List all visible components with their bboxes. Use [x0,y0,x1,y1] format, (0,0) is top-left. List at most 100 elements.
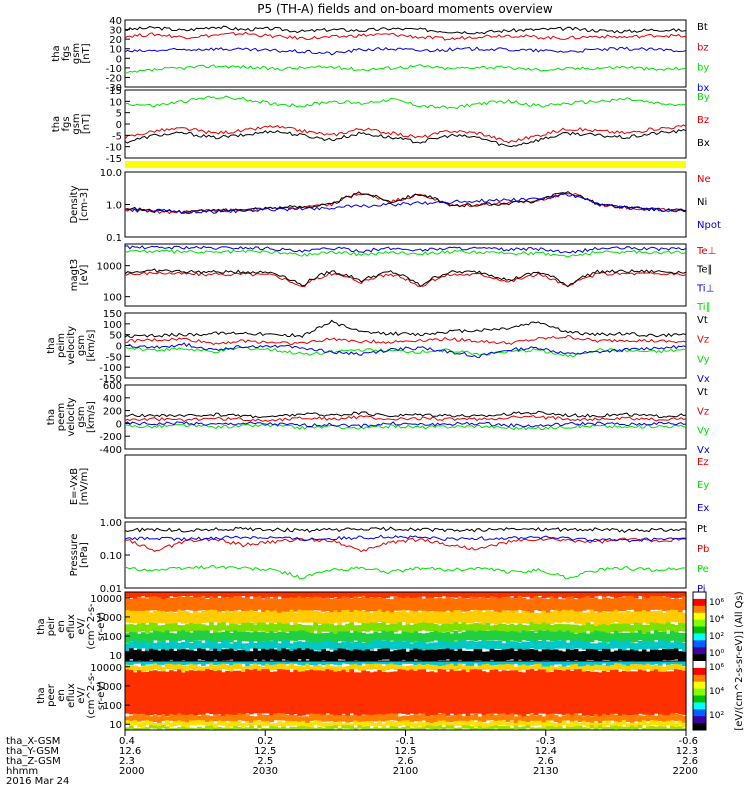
spectrogram-cell [369,721,374,726]
spectrogram-cell [409,610,415,623]
spectrogram-cell [641,624,647,634]
spectrogram-cell [197,715,202,723]
colorbar-segment [693,654,706,662]
legend-Te⊥: Te⊥ [696,246,716,257]
spectrogram-cell [485,622,491,631]
spectrogram-cell [197,596,202,611]
spectrogram-cell [633,661,639,665]
spectrogram-cell [281,640,286,649]
spectrogram-cell [613,663,619,670]
spectrogram-cell [509,630,515,641]
spectrogram-cell [445,671,451,716]
spectrogram-cell [425,597,431,612]
spectrogram-cell [241,643,246,652]
spectrogram-cell [469,714,475,722]
y-axis-label-line: [km/s] [86,329,97,361]
spectrogram-cell [413,723,419,728]
spectrogram-cell [341,610,346,623]
spectrogram-cell [553,592,559,599]
spectrogram-cell [465,725,471,729]
spectrogram-cell [261,599,266,613]
spectrogram-cell [666,728,671,730]
legend-Ti∥: Ti∥ [696,302,711,313]
spectrogram-cell [289,672,294,717]
spectrogram-cell [549,592,555,599]
spectrogram-cell [285,623,290,632]
spectrogram-cell [445,716,451,724]
spectrogram-cell [285,720,290,726]
spectrogram-cell [389,631,395,641]
spectrogram-cell [381,592,387,599]
spectrogram-cell [189,643,194,652]
spectrogram-cell [449,722,455,728]
spectrogram-cell [141,597,146,612]
spectrogram-cell [569,661,575,666]
spectrogram-cell [133,661,138,664]
x-axis-row-label: tha_X-GSM [6,736,60,747]
spectrogram-cell [297,609,302,623]
spectrogram-cell [541,666,547,673]
spectrogram-cell [565,630,571,641]
spectrogram-cell [217,643,222,652]
spectrogram-cell [453,727,459,730]
spectrogram-cell [193,664,198,671]
spectrogram-cell [205,640,210,649]
spectrogram-cell [301,650,306,661]
spectrogram-cell [481,651,487,661]
spectrogram-cell [662,666,667,673]
spectrogram-cell [413,661,419,666]
spectrogram-cell [321,612,326,626]
spectrogram-cell [389,651,395,661]
spectrogram-cell [317,651,322,661]
spectrogram-cell [457,633,463,643]
spectrogram-cell [501,670,507,715]
spectrogram-cell [145,650,150,661]
spectrogram-cell [533,650,539,661]
spectrogram-cell [617,722,623,727]
spectrogram-cell [381,640,387,649]
spectrogram-cell [561,651,567,661]
spectrogram-cell [261,721,266,727]
spectrogram-cell [249,670,254,715]
spectrogram-cell [609,640,615,649]
spectrogram-cell [313,661,318,666]
spectrogram-cell [305,625,310,634]
spectrogram-cell [425,649,431,661]
spectrogram-cell [493,661,499,666]
spectrogram-cell [157,726,162,730]
spectrogram-cell [337,592,342,599]
spectrogram-cell [645,592,651,598]
spectrogram-cell [169,728,174,730]
spectrogram-cell [277,661,282,665]
colorbar-tick-label: 10⁶ [709,663,724,673]
spectrogram-cell [666,664,671,671]
spectrogram-cell [389,720,395,726]
spectrogram-cell [549,611,555,624]
spectrogram-cell [617,663,623,669]
spectrogram-cell [525,669,531,715]
spectrogram-cell [525,611,531,624]
spectrogram-cell [629,595,635,610]
spectrogram-cell [601,592,607,597]
spectrogram-cell [321,598,326,612]
spectrogram-cell [581,612,587,626]
spectrogram-cell [149,648,154,660]
spectrogram-cell [485,663,491,670]
spectrogram-cell [653,630,659,640]
spectrogram-cell [137,661,142,664]
spectrogram-cell [373,631,378,642]
y-axis-label-line: fgs [61,46,72,61]
spectrogram-cell [393,664,399,670]
spectrogram-cell [545,672,551,717]
spectrogram-cell [473,596,479,611]
spectrogram-cell [297,630,302,641]
y-tick-label: 400 [103,394,122,405]
spectrogram-cell [377,597,382,612]
spectrogram-cell [185,722,190,728]
spectrogram-cell [357,725,362,729]
spectrogram-cell [662,597,667,611]
spectrogram-cell [289,643,294,652]
spectrogram-cell [653,720,659,726]
spectrogram-cell [297,592,302,598]
spectrogram-cell [405,640,411,649]
